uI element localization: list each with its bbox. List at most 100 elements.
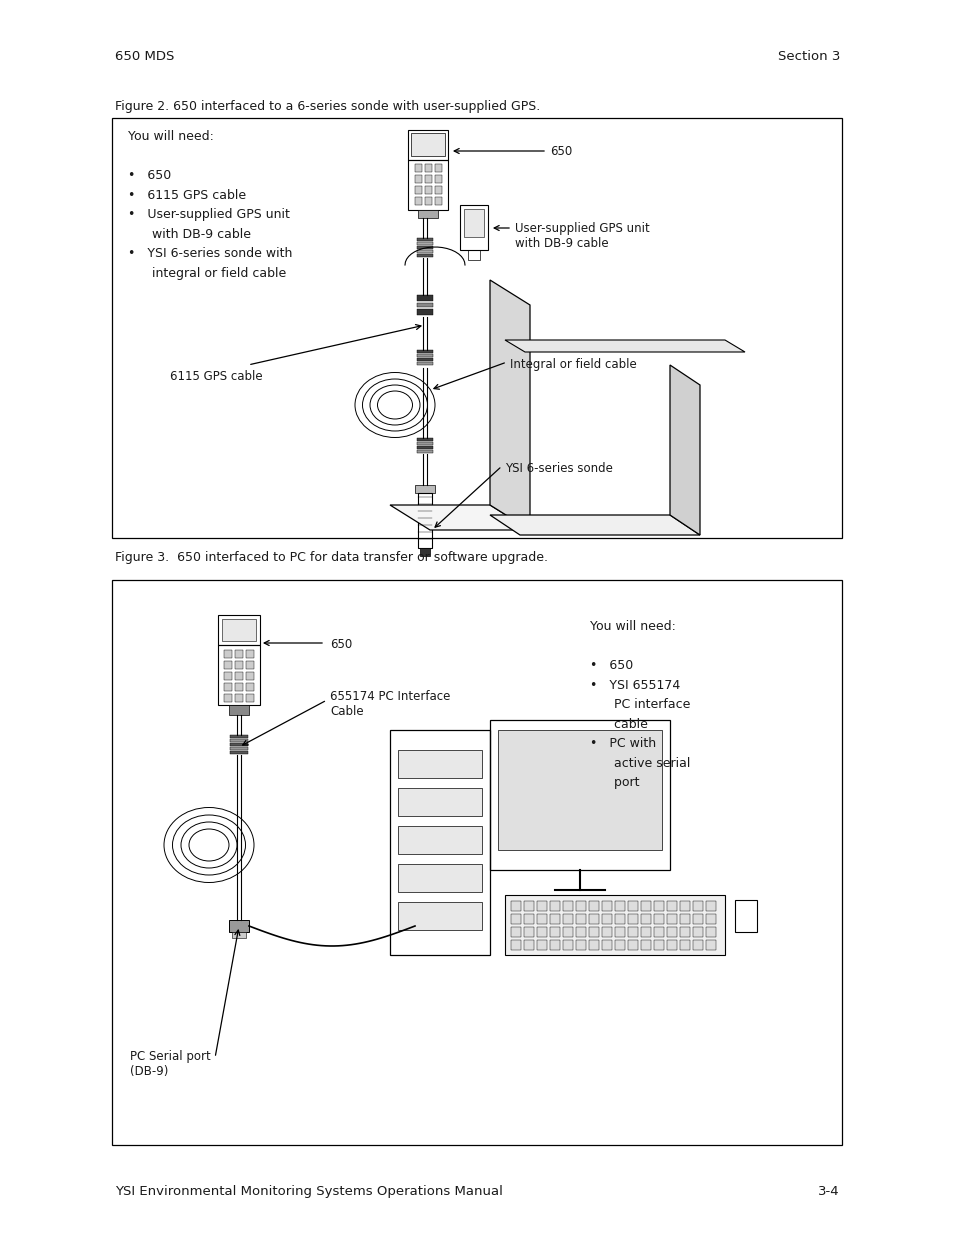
Bar [230,735,248,739]
Bar [523,927,534,937]
Bar [588,940,598,950]
Bar [230,739,248,742]
Bar [222,619,255,641]
Bar [416,254,433,257]
Bar [601,927,612,937]
Bar [576,902,585,911]
Bar [229,705,249,715]
Text: Figure 2. 650 interfaced to a 6-series sonde with user-supplied GPS.: Figure 2. 650 interfaced to a 6-series s… [115,100,539,112]
Bar [416,295,433,301]
Bar [416,442,433,445]
Bar [246,694,253,701]
Bar [679,927,689,937]
Bar [417,493,432,548]
Bar [463,209,483,237]
Bar [234,661,243,669]
Bar [523,914,534,924]
Bar [397,864,481,892]
Text: Section 3: Section 3 [777,49,840,63]
Text: 650: 650 [330,638,352,651]
Text: Figure 3.  650 interfaced to PC for data transfer or software upgrade.: Figure 3. 650 interfaced to PC for data … [115,551,547,564]
Bar [537,927,546,937]
Bar [627,940,638,950]
Bar [416,438,433,441]
Bar [588,914,598,924]
Bar [679,902,689,911]
Bar [504,895,724,955]
Polygon shape [669,366,700,535]
Text: 650 MDS: 650 MDS [115,49,174,63]
Polygon shape [504,340,744,352]
Bar [416,350,433,353]
Bar [224,650,232,658]
Bar [511,914,520,924]
Bar [627,927,638,937]
Bar [692,902,702,911]
Bar [692,940,702,950]
Bar [615,914,624,924]
Bar [666,940,677,950]
Bar [416,303,433,308]
Bar [416,242,433,245]
Text: PC Serial port
(DB-9): PC Serial port (DB-9) [130,1050,211,1078]
Bar [424,175,432,183]
Bar [654,902,663,911]
Bar [640,914,650,924]
Bar [246,650,253,658]
Bar [523,902,534,911]
Bar [550,940,559,950]
Bar [511,902,520,911]
Bar [654,914,663,924]
Bar [416,362,433,366]
Bar [246,683,253,692]
Bar [705,940,716,950]
Bar [435,164,441,172]
Bar [640,902,650,911]
Bar [435,175,441,183]
Bar [234,694,243,701]
Bar [435,186,441,194]
Bar [112,580,841,1145]
Bar [416,354,433,357]
Bar [229,920,249,932]
Bar [705,914,716,924]
Bar [218,645,260,705]
Text: You will need:

•   650
•   6115 GPS cable
•   User-supplied GPS unit
      with: You will need: • 650 • 6115 GPS cable • … [128,130,292,279]
Bar [416,309,433,315]
Bar [424,164,432,172]
Bar [497,730,661,850]
Bar [415,485,435,493]
Bar [679,940,689,950]
Bar [435,198,441,205]
Bar [601,902,612,911]
Text: 650: 650 [550,144,572,158]
Bar [601,914,612,924]
Bar [511,927,520,937]
Bar [246,661,253,669]
Bar [234,683,243,692]
Bar [416,238,433,241]
Bar [511,940,520,950]
Text: User-supplied GPS unit
with DB-9 cable: User-supplied GPS unit with DB-9 cable [515,222,649,249]
Bar [615,902,624,911]
Bar [397,788,481,816]
Bar [411,133,444,156]
Bar [627,914,638,924]
Text: Integral or field cable: Integral or field cable [510,358,636,370]
Bar [224,694,232,701]
Bar [654,940,663,950]
Bar [615,940,624,950]
Bar [562,902,573,911]
Text: 655174 PC Interface
Cable: 655174 PC Interface Cable [330,690,450,718]
Bar [230,747,248,750]
Bar [654,927,663,937]
Bar [468,249,479,261]
Bar [576,940,585,950]
Bar [562,914,573,924]
Bar [576,927,585,937]
Bar [705,927,716,937]
Bar [640,927,650,937]
Bar [416,450,433,453]
Bar [734,900,757,932]
Bar [112,119,841,538]
